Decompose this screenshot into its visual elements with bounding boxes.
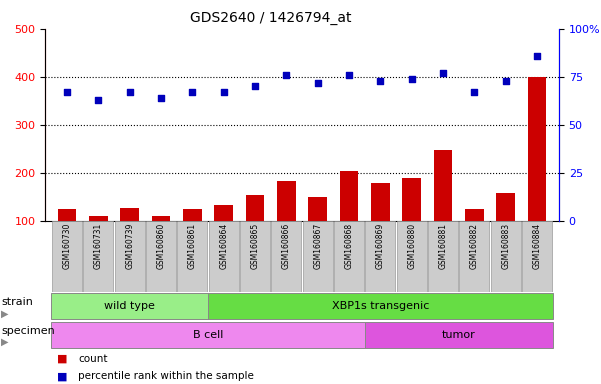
- Text: GSM160880: GSM160880: [407, 223, 416, 269]
- Bar: [365, 221, 395, 292]
- Bar: [459, 221, 489, 292]
- Bar: [397, 221, 427, 292]
- Bar: [246, 195, 264, 269]
- Bar: [58, 209, 76, 269]
- Bar: [490, 221, 520, 292]
- Point: [407, 76, 416, 82]
- Text: GSM160864: GSM160864: [219, 223, 228, 269]
- Text: count: count: [78, 354, 108, 364]
- Bar: [340, 171, 358, 269]
- Point: [438, 70, 448, 76]
- Point: [501, 78, 510, 84]
- Bar: [465, 209, 484, 269]
- Point: [188, 89, 197, 95]
- Bar: [365, 322, 553, 348]
- Point: [376, 78, 385, 84]
- Text: GSM160730: GSM160730: [63, 223, 72, 269]
- Text: GSM160866: GSM160866: [282, 223, 291, 269]
- Point: [532, 53, 542, 59]
- Text: GSM160860: GSM160860: [156, 223, 165, 269]
- Text: GSM160869: GSM160869: [376, 223, 385, 269]
- Text: GSM160882: GSM160882: [470, 223, 479, 269]
- Text: GSM160881: GSM160881: [439, 223, 448, 269]
- Bar: [84, 221, 114, 292]
- Text: XBP1s transgenic: XBP1s transgenic: [332, 301, 429, 311]
- Bar: [496, 194, 515, 269]
- Text: GSM160865: GSM160865: [251, 223, 260, 269]
- Bar: [277, 182, 296, 269]
- Bar: [177, 221, 207, 292]
- Bar: [308, 197, 327, 269]
- Bar: [209, 221, 239, 292]
- Bar: [334, 221, 364, 292]
- Bar: [303, 221, 333, 292]
- Point: [344, 72, 354, 78]
- Bar: [215, 205, 233, 269]
- Point: [219, 89, 228, 95]
- Text: ▶: ▶: [1, 337, 8, 347]
- Bar: [52, 221, 82, 292]
- Bar: [183, 209, 202, 269]
- Bar: [89, 216, 108, 269]
- Bar: [433, 150, 453, 269]
- Text: GSM160731: GSM160731: [94, 223, 103, 269]
- Point: [156, 95, 166, 101]
- Point: [250, 83, 260, 89]
- Bar: [115, 221, 145, 292]
- Text: ■: ■: [57, 371, 67, 381]
- Bar: [120, 208, 139, 269]
- Text: GSM160861: GSM160861: [188, 223, 197, 269]
- Bar: [51, 293, 208, 319]
- Point: [125, 89, 135, 95]
- Bar: [51, 322, 365, 348]
- Text: ■: ■: [57, 354, 67, 364]
- Bar: [522, 221, 552, 292]
- Bar: [402, 177, 421, 269]
- Bar: [528, 77, 546, 269]
- Bar: [371, 183, 389, 269]
- Text: wild type: wild type: [104, 301, 155, 311]
- Bar: [208, 293, 553, 319]
- Point: [313, 79, 323, 86]
- Text: GSM160739: GSM160739: [125, 223, 134, 269]
- Text: ▶: ▶: [1, 308, 8, 318]
- Text: B cell: B cell: [193, 330, 223, 340]
- Point: [469, 89, 479, 95]
- Text: GDS2640 / 1426794_at: GDS2640 / 1426794_at: [190, 11, 351, 25]
- Point: [281, 72, 291, 78]
- Text: GSM160883: GSM160883: [501, 223, 510, 269]
- Point: [62, 89, 72, 95]
- Text: tumor: tumor: [442, 330, 475, 340]
- Text: strain: strain: [1, 297, 33, 307]
- Bar: [271, 221, 301, 292]
- Text: GSM160867: GSM160867: [313, 223, 322, 269]
- Bar: [146, 221, 176, 292]
- Bar: [428, 221, 458, 292]
- Bar: [151, 216, 171, 269]
- Text: GSM160884: GSM160884: [532, 223, 542, 269]
- Point: [94, 97, 103, 103]
- Text: percentile rank within the sample: percentile rank within the sample: [78, 371, 254, 381]
- Text: specimen: specimen: [1, 326, 55, 336]
- Bar: [240, 221, 270, 292]
- Text: GSM160868: GSM160868: [344, 223, 353, 269]
